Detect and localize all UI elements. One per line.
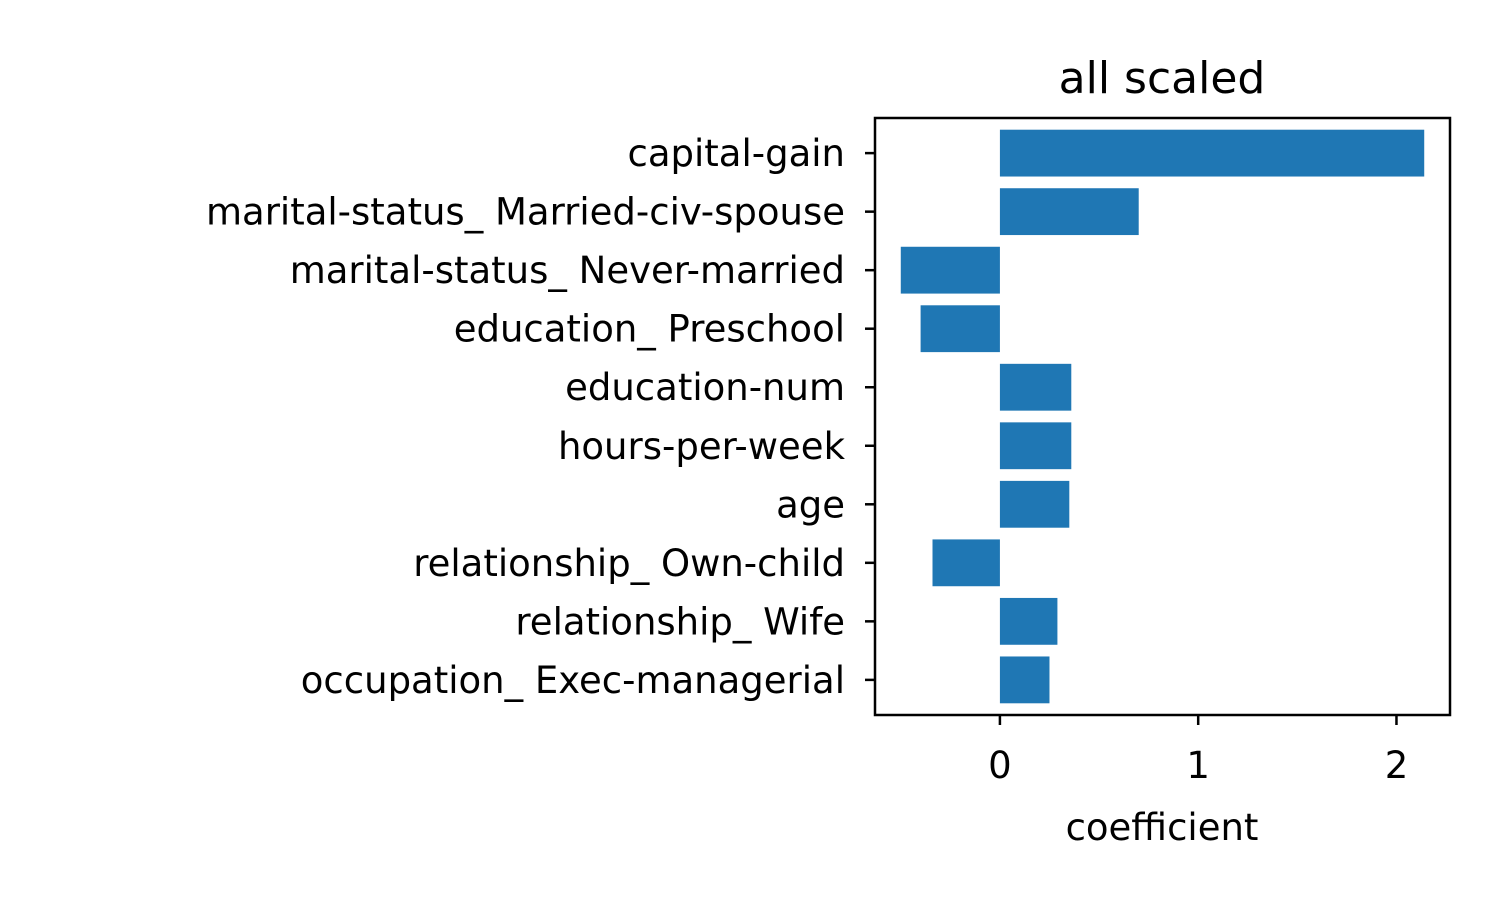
y-tick-label: capital-gain bbox=[628, 132, 845, 175]
bar-age bbox=[999, 480, 1070, 528]
bar-hours-per-week bbox=[999, 422, 1072, 470]
bar-education-preschool bbox=[920, 305, 1000, 353]
y-tick-label: age bbox=[776, 483, 845, 526]
y-tick-label: marital-status_ Never-married bbox=[290, 249, 845, 292]
y-tick-label: relationship_ Wife bbox=[515, 600, 845, 643]
y-tick-label: education-num bbox=[565, 366, 845, 409]
bar-relationship-wife bbox=[999, 597, 1058, 645]
x-tick-label: 1 bbox=[1186, 744, 1210, 787]
bar-capital-gain bbox=[999, 129, 1425, 177]
y-tick-label: hours-per-week bbox=[558, 425, 846, 468]
bar-education-num bbox=[999, 363, 1072, 411]
x-tick-label: 2 bbox=[1385, 744, 1409, 787]
x-axis-label: coefficient bbox=[1066, 806, 1259, 849]
bars-group bbox=[900, 129, 1425, 704]
y-tick-label: relationship_ Own-child bbox=[413, 542, 845, 585]
x-axis-ticks: 0 1 2 bbox=[988, 715, 1408, 787]
bar-occupation-exec-managerial bbox=[999, 656, 1050, 704]
chart-title: all scaled bbox=[1059, 53, 1266, 104]
y-axis-ticks: capital-gain marital-status_ Married-civ-… bbox=[206, 132, 875, 702]
y-tick-label: occupation_ Exec-managerial bbox=[301, 659, 845, 702]
y-tick-label: marital-status_ Married-civ-spouse bbox=[206, 191, 845, 234]
bar-relationship-own-child bbox=[932, 539, 1000, 587]
bar-marital-status-never-married bbox=[900, 246, 1000, 294]
x-tick-label: 0 bbox=[988, 744, 1012, 787]
bar-marital-status-married-civ-spouse bbox=[999, 188, 1139, 236]
y-tick-label: education_ Preschool bbox=[454, 308, 845, 351]
plot-frame bbox=[873, 116, 1452, 717]
